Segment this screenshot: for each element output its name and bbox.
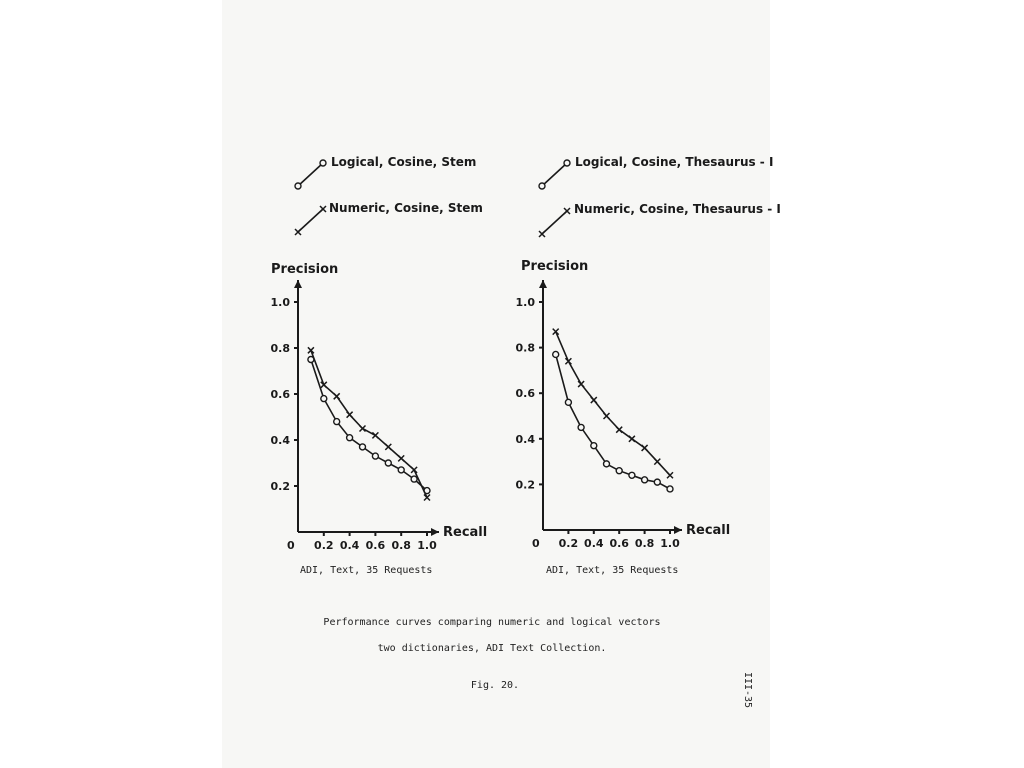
legend-label-numeric-cosine-stem: Numeric, Cosine, Stem [329,201,483,215]
series-line-logical [554,354,671,490]
y-axis-label: Precision [521,259,588,274]
legend-left: Logical, Cosine, Stem Numeric, Cosine, S… [294,155,483,236]
legend-line-numeric-right [538,207,571,238]
series-line-numeric [554,331,671,476]
data-point-x [333,392,341,400]
data-point-circle [320,394,328,403]
page-number: III-35 [742,672,753,708]
data-point-x [653,458,661,466]
data-point-circle [345,434,354,442]
x-tick-label: 0.2 [559,537,579,550]
y-tick-label: 0.6 [516,387,536,400]
legend-line-logical-left [294,159,327,190]
chart-left-caption: ADI, Text, 35 Requests [300,565,432,576]
y-tick-label: 0.4 [516,433,536,446]
data-point-circle [602,460,611,468]
figure-caption-line-1: Performance curves comparing numeric and… [323,617,660,628]
data-point-x [320,381,328,389]
chart-right-caption: ADI, Text, 35 Requests [546,565,678,576]
x-tick-label: 0.8 [391,539,411,552]
origin-label: 0 [532,537,540,550]
y-tick-label: 1.0 [516,296,536,309]
x-tick-label: 0.6 [366,539,386,552]
data-point-x [358,424,367,433]
data-point-circle [384,459,392,467]
data-point-circle [358,443,367,451]
x-tick-label: 1.0 [417,539,437,552]
data-point-x [615,426,623,434]
legend-right: Logical, Cosine, Thesaurus - I Numeric, … [538,155,781,238]
legend-label-logical-cosine-stem: Logical, Cosine, Stem [331,155,476,169]
data-point-x [564,357,572,365]
data-point-x [552,328,560,336]
x-tick-label: 0.4 [340,539,360,552]
origin-label: 0 [287,539,295,552]
chart-left: Precision Recall 0 0.2 0.4 0.6 0.8 1.0 0.2 0.4 0.6… [271,262,488,552]
data-point-x [423,493,431,502]
data-point-x [666,471,674,479]
legend-line-numeric-left [294,205,327,236]
data-point-x [371,431,379,439]
data-point-circle [590,441,598,450]
data-point-circle [564,398,573,407]
x-tick-label: 0.8 [635,537,655,550]
data-point-circle [615,467,623,475]
y-tick-label: 0.4 [271,434,291,447]
data-point-x [397,454,405,462]
data-point-x [602,412,611,420]
legend-label-logical-cosine-thesaurus: Logical, Cosine, Thesaurus - I [575,155,773,169]
data-point-circle [640,476,649,484]
figure-caption-line-2: two dictionaries, ADI Text Collection. [378,643,607,654]
figure-number: Fig. 20. [471,680,519,691]
data-point-circle [410,475,418,483]
data-point-circle [397,466,405,474]
data-point-circle [552,350,560,359]
data-point-x [384,443,392,451]
y-tick-label: 0.2 [271,480,291,493]
y-tick-label: 0.6 [271,388,291,401]
data-point-x [410,466,418,474]
x-tick-label: 0.2 [314,539,334,552]
data-point-x [628,435,636,443]
x-tick-label: 0.4 [584,537,604,550]
data-point-x [577,380,585,388]
y-tick-label: 0.8 [516,342,536,355]
x-tick-label: 0.6 [609,537,629,550]
y-axis-arrow [539,280,547,288]
x-axis-arrow [674,526,682,534]
x-axis-arrow [431,528,439,536]
legend-line-logical-right [538,159,571,190]
data-point-x [641,444,649,452]
series-line-logical [310,359,428,492]
legend-label-numeric-cosine-thesaurus: Numeric, Cosine, Thesaurus - I [574,202,781,216]
y-axis-label: Precision [271,262,338,277]
y-tick-label: 0.8 [271,342,291,355]
data-point-x [590,396,598,404]
data-point-circle [666,485,674,493]
data-point-circle [333,417,341,426]
data-point-x [307,346,315,354]
document-page [222,0,770,768]
y-axis-arrow [294,280,302,288]
y-tick-label: 0.2 [516,478,536,491]
data-point-x [346,411,354,419]
x-axis-label: Recall [686,523,730,538]
data-point-circle [577,423,585,432]
data-point-circle [371,452,380,460]
y-tick-label: 1.0 [271,296,291,309]
data-point-circle [653,478,661,486]
x-axis-label: Recall [443,525,487,540]
x-tick-label: 1.0 [660,537,680,550]
chart-right: Precision Recall 0 0.2 0.4 0.6 0.8 1.0 0.2 0.4 0.6… [516,259,731,550]
series-line-numeric [310,350,428,498]
data-point-circle [628,471,636,479]
